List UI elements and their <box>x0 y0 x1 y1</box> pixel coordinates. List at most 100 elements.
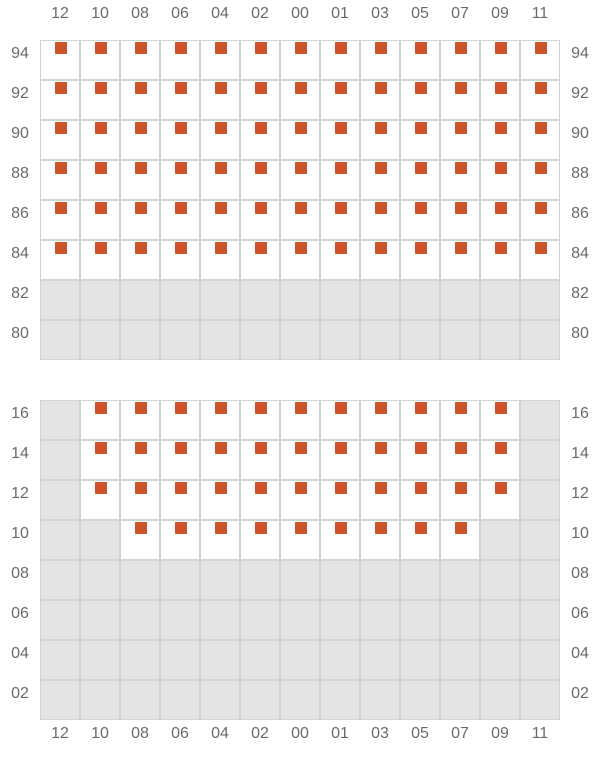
seat-available[interactable] <box>401 521 439 559</box>
seat-available[interactable] <box>481 401 519 439</box>
seat-available[interactable] <box>241 401 279 439</box>
seat-available[interactable] <box>161 241 199 279</box>
seat-available[interactable] <box>81 481 119 519</box>
seat-available[interactable] <box>281 401 319 439</box>
seat-available[interactable] <box>121 401 159 439</box>
seat-available[interactable] <box>401 401 439 439</box>
seat-available[interactable] <box>481 121 519 159</box>
seat-available[interactable] <box>401 481 439 519</box>
seat-available[interactable] <box>161 161 199 199</box>
seat-available[interactable] <box>441 521 479 559</box>
seat-available[interactable] <box>121 441 159 479</box>
seat-available[interactable] <box>81 241 119 279</box>
seat-available[interactable] <box>441 121 479 159</box>
seat-available[interactable] <box>201 401 239 439</box>
seat-available[interactable] <box>161 121 199 159</box>
seat-available[interactable] <box>361 241 399 279</box>
seat-available[interactable] <box>201 441 239 479</box>
seat-available[interactable] <box>321 121 359 159</box>
seat-available[interactable] <box>441 241 479 279</box>
seat-available[interactable] <box>81 401 119 439</box>
seat-available[interactable] <box>121 81 159 119</box>
seat-available[interactable] <box>161 41 199 79</box>
seat-available[interactable] <box>401 81 439 119</box>
seat-available[interactable] <box>281 521 319 559</box>
seat-available[interactable] <box>201 121 239 159</box>
seat-available[interactable] <box>481 201 519 239</box>
seat-available[interactable] <box>521 121 559 159</box>
seat-available[interactable] <box>121 121 159 159</box>
seat-available[interactable] <box>481 241 519 279</box>
seat-available[interactable] <box>241 81 279 119</box>
seat-available[interactable] <box>361 401 399 439</box>
seat-available[interactable] <box>441 481 479 519</box>
seat-available[interactable] <box>41 81 79 119</box>
seat-available[interactable] <box>481 161 519 199</box>
seat-available[interactable] <box>401 241 439 279</box>
seat-available[interactable] <box>281 161 319 199</box>
seat-available[interactable] <box>321 481 359 519</box>
seat-available[interactable] <box>321 161 359 199</box>
seat-available[interactable] <box>281 241 319 279</box>
seat-available[interactable] <box>441 441 479 479</box>
seat-available[interactable] <box>401 41 439 79</box>
seat-available[interactable] <box>281 121 319 159</box>
seat-available[interactable] <box>321 241 359 279</box>
seat-available[interactable] <box>441 41 479 79</box>
seat-available[interactable] <box>81 41 119 79</box>
seat-available[interactable] <box>281 201 319 239</box>
seat-available[interactable] <box>41 41 79 79</box>
seat-available[interactable] <box>81 161 119 199</box>
seat-available[interactable] <box>441 81 479 119</box>
seat-available[interactable] <box>401 201 439 239</box>
seat-available[interactable] <box>121 521 159 559</box>
seat-available[interactable] <box>121 241 159 279</box>
seat-available[interactable] <box>441 401 479 439</box>
seat-available[interactable] <box>121 161 159 199</box>
seat-available[interactable] <box>401 441 439 479</box>
seat-available[interactable] <box>41 241 79 279</box>
seat-available[interactable] <box>41 161 79 199</box>
seat-available[interactable] <box>521 201 559 239</box>
seat-available[interactable] <box>81 201 119 239</box>
seat-available[interactable] <box>361 481 399 519</box>
seat-available[interactable] <box>201 521 239 559</box>
seat-available[interactable] <box>361 441 399 479</box>
seat-available[interactable] <box>161 521 199 559</box>
seat-available[interactable] <box>161 81 199 119</box>
seat-available[interactable] <box>81 81 119 119</box>
seat-available[interactable] <box>201 481 239 519</box>
seat-available[interactable] <box>481 481 519 519</box>
seat-available[interactable] <box>161 481 199 519</box>
seat-available[interactable] <box>201 241 239 279</box>
seat-available[interactable] <box>521 161 559 199</box>
seat-available[interactable] <box>241 121 279 159</box>
seat-available[interactable] <box>41 201 79 239</box>
seat-available[interactable] <box>321 41 359 79</box>
seat-available[interactable] <box>161 401 199 439</box>
seat-available[interactable] <box>521 241 559 279</box>
seat-available[interactable] <box>241 201 279 239</box>
seat-available[interactable] <box>321 441 359 479</box>
seat-available[interactable] <box>241 161 279 199</box>
seat-available[interactable] <box>121 201 159 239</box>
seat-available[interactable] <box>441 201 479 239</box>
seat-available[interactable] <box>321 401 359 439</box>
seat-available[interactable] <box>201 201 239 239</box>
seat-available[interactable] <box>201 81 239 119</box>
seat-available[interactable] <box>121 41 159 79</box>
seat-available[interactable] <box>161 441 199 479</box>
seat-available[interactable] <box>321 521 359 559</box>
seat-available[interactable] <box>521 81 559 119</box>
seat-available[interactable] <box>241 481 279 519</box>
seat-available[interactable] <box>481 41 519 79</box>
seat-available[interactable] <box>361 121 399 159</box>
seat-available[interactable] <box>81 121 119 159</box>
seat-available[interactable] <box>121 481 159 519</box>
seat-available[interactable] <box>361 521 399 559</box>
seat-available[interactable] <box>81 441 119 479</box>
seat-available[interactable] <box>401 121 439 159</box>
seat-available[interactable] <box>241 41 279 79</box>
seat-available[interactable] <box>401 161 439 199</box>
seat-available[interactable] <box>201 41 239 79</box>
